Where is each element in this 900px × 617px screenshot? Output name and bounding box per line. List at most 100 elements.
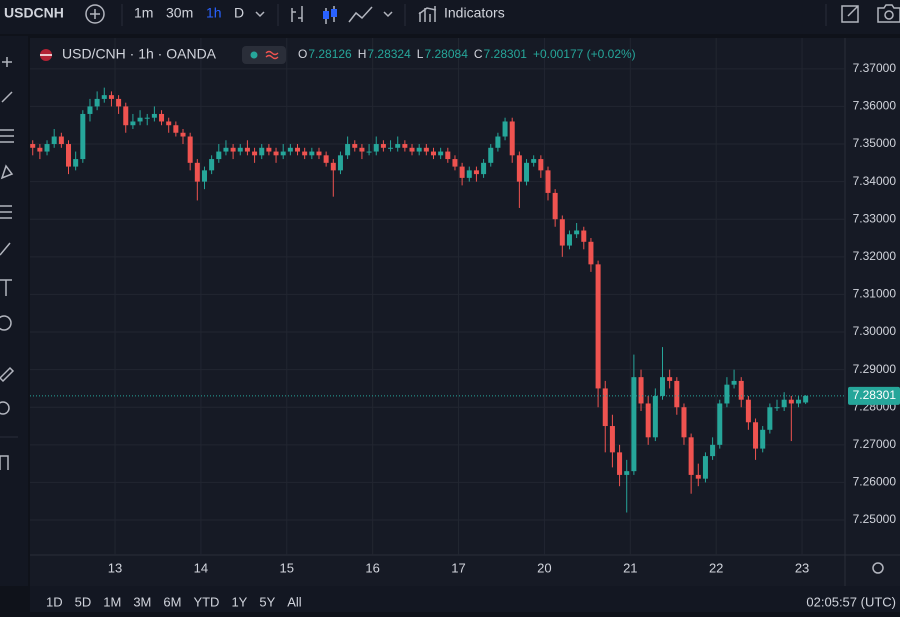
projection-tool[interactable] — [0, 205, 12, 219]
candle-body — [395, 144, 401, 148]
candle-body — [688, 437, 694, 475]
candle-body — [151, 113, 157, 118]
candle-body — [423, 147, 429, 152]
ohlc-key: O — [298, 47, 307, 61]
x-tick-label: 13 — [108, 560, 122, 575]
y-tick-label: 7.32000 — [853, 249, 897, 263]
y-tick-label: 7.34000 — [853, 174, 897, 188]
candle-body — [159, 113, 165, 122]
candle-body — [609, 426, 615, 453]
add-symbol[interactable] — [85, 4, 105, 24]
candle-body — [717, 403, 723, 445]
candle-body — [37, 147, 43, 152]
candle-body — [445, 151, 451, 160]
range-button[interactable]: 1M — [103, 594, 121, 609]
range-button[interactable]: 1D — [46, 594, 63, 609]
fib-tool[interactable] — [0, 129, 14, 143]
ohlc-value: 7.28084 — [424, 47, 468, 61]
screenshot-lens — [884, 10, 894, 20]
fullscreen[interactable] — [841, 5, 859, 23]
chart-title: USD/CNH · 1h · OANDA — [62, 46, 217, 62]
bars-icon[interactable] — [291, 6, 303, 22]
candle-body — [473, 170, 479, 175]
emoji-tool[interactable] — [0, 315, 12, 331]
crosshair-tool[interactable] — [2, 57, 12, 67]
bottom-toolbar — [30, 586, 900, 612]
candle-body — [187, 136, 193, 163]
candle-body — [495, 136, 501, 148]
range-button[interactable]: All — [287, 594, 302, 609]
candle-body — [502, 121, 508, 137]
candle-body — [803, 395, 809, 403]
candle-body — [316, 151, 322, 156]
candle-body — [595, 264, 601, 389]
candle-body — [538, 159, 544, 171]
candle-body — [459, 166, 465, 178]
candle-body — [488, 147, 494, 163]
screenshot[interactable] — [877, 4, 900, 23]
candle-body — [194, 162, 200, 182]
candle-body — [731, 380, 737, 385]
candle-body — [674, 380, 680, 408]
ohlc-value: 7.28324 — [367, 47, 411, 61]
indicators[interactable]: Indicators — [444, 5, 505, 21]
area-icon[interactable] — [348, 6, 373, 23]
candle-body — [58, 136, 64, 145]
interval[interactable]: 1m — [134, 5, 153, 21]
candle-body — [252, 151, 258, 156]
candle-body — [516, 155, 522, 182]
chart-type-menu[interactable] — [383, 11, 393, 18]
interval[interactable]: 1h — [206, 5, 222, 21]
plot: 7.37000 7.36000 7.35000 7.34000 7.33000 7.320… — [30, 38, 900, 586]
range-button[interactable]: YTD — [193, 594, 219, 609]
add-symbol-icon — [90, 9, 100, 19]
zoom-tool[interactable] — [0, 401, 10, 415]
indicators-icon[interactable] — [418, 6, 437, 22]
ohlc-key: C — [474, 47, 483, 61]
x-tick-label: 23 — [795, 560, 809, 575]
candle-body — [402, 144, 408, 148]
range-button[interactable]: 5D — [75, 594, 92, 609]
candle-body — [44, 144, 50, 152]
candle-body — [223, 147, 229, 152]
symbol[interactable]: USDCNH — [4, 5, 64, 21]
candle-body — [774, 407, 780, 409]
x-tick-label: 21 — [623, 560, 637, 575]
candle-body — [30, 144, 36, 148]
interval[interactable]: D — [234, 5, 244, 21]
candle-body — [287, 147, 293, 152]
candle-body — [466, 170, 472, 178]
range-button[interactable]: 5Y — [259, 594, 275, 609]
candle-body — [237, 147, 243, 152]
x-tick-label: 16 — [365, 560, 379, 575]
status-pill[interactable] — [242, 46, 286, 64]
range-button[interactable]: 1Y — [231, 594, 247, 609]
interval-menu[interactable] — [255, 11, 265, 18]
candle-body — [373, 144, 379, 152]
brush-tool[interactable] — [0, 242, 11, 256]
settings[interactable] — [872, 562, 884, 574]
candle-body — [438, 151, 444, 156]
candle-body — [216, 151, 222, 160]
candle-body — [509, 121, 515, 156]
candle-body — [180, 132, 186, 137]
candle-body — [123, 106, 129, 126]
y-tick-label: 7.37000 — [853, 61, 897, 75]
pattern-tool[interactable] — [0, 164, 14, 180]
ruler-tool[interactable] — [0, 366, 15, 383]
range-button[interactable]: 3M — [133, 594, 151, 609]
candle-body — [51, 136, 57, 145]
candle-body — [481, 162, 487, 175]
magnet-tool[interactable] — [0, 455, 9, 470]
range-button[interactable]: 6M — [163, 594, 181, 609]
candle-body — [624, 471, 630, 475]
candle-body — [617, 452, 623, 475]
candle-body — [345, 144, 351, 156]
candle-body — [359, 147, 365, 152]
text-tool[interactable] — [0, 279, 12, 296]
interval[interactable]: 30m — [166, 5, 193, 21]
change: +0.00177 (+0.02%) — [533, 47, 636, 61]
candle-body — [302, 151, 308, 156]
trendline-tool[interactable] — [1, 91, 13, 103]
